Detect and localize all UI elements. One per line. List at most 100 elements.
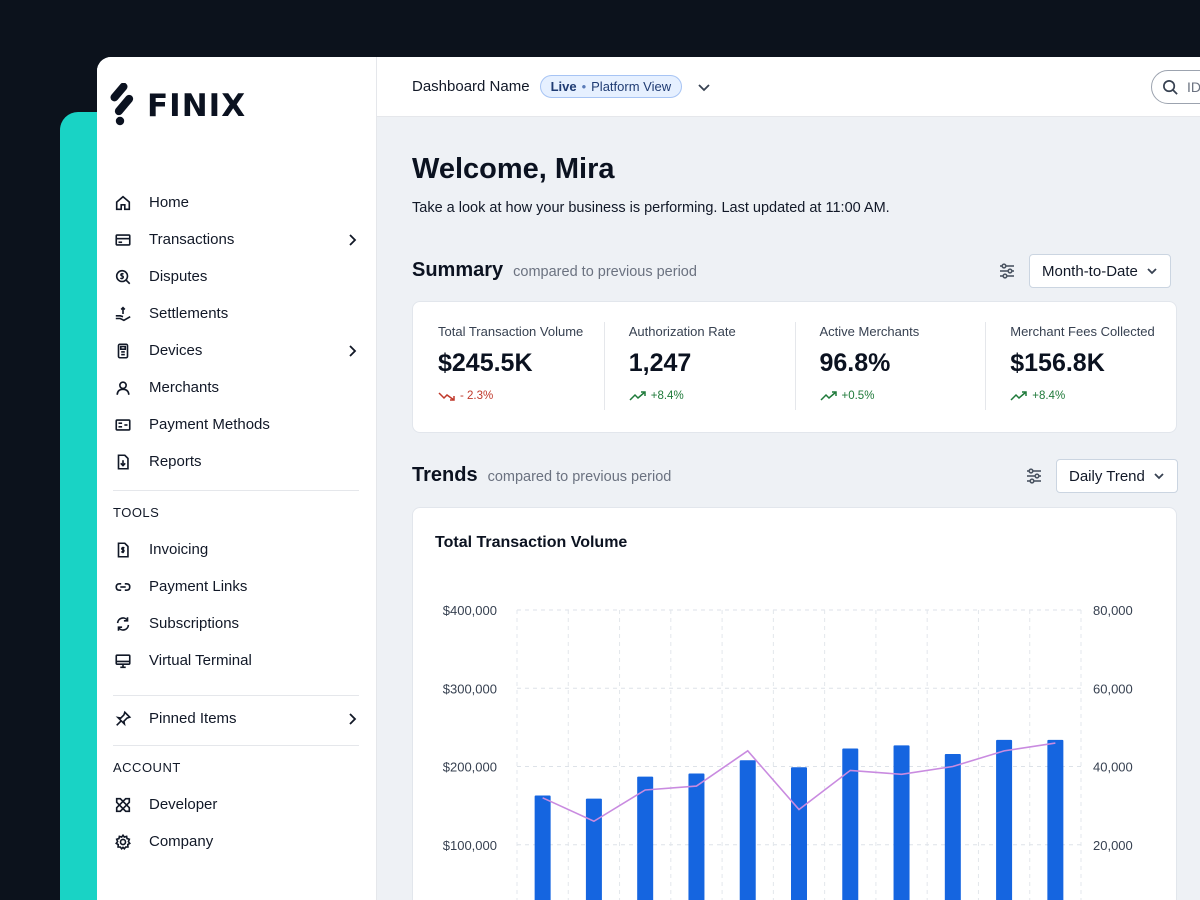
y-tick-label: $300,000 [443, 681, 497, 696]
y-tick-label: $200,000 [443, 760, 497, 775]
sidebar-item-payment-links[interactable]: Payment Links [113, 568, 359, 605]
sidebar-item-label: Transactions [149, 231, 235, 248]
trend-chart-card: Total Transaction Volume $00$100,00020,0… [412, 507, 1177, 900]
trend-up-icon [819, 391, 837, 401]
trend-line [542, 742, 1056, 823]
metric-value: 96.8% [819, 349, 891, 377]
sidebar-item-virtual-terminal[interactable]: Virtual Terminal [113, 642, 359, 679]
metric-delta-value: - 2.3% [460, 390, 494, 402]
sidebar-item-reports[interactable]: Reports [113, 443, 359, 480]
metric-merchant-fees-collected[interactable]: Merchant Fees Collected $156.8K +8.4% [985, 302, 1176, 432]
sidebar-item-settlements[interactable]: Settlements [113, 295, 359, 332]
sidebar-item-developer[interactable]: Developer [113, 786, 359, 823]
metric-active-merchants[interactable]: Active Merchants 96.8% +0.5% [794, 302, 986, 432]
app-window: FINIX Home Transactions Disputes Settlem… [97, 57, 1200, 900]
sidebar-item-label: Payment Links [149, 578, 248, 595]
sidebar-item-label: Virtual Terminal [149, 652, 252, 669]
settlement-icon [113, 304, 133, 324]
chart-title: Total Transaction Volume [435, 534, 628, 551]
sidebar: FINIX Home Transactions Disputes Settlem… [97, 57, 377, 900]
dispute-search-icon [113, 267, 133, 287]
metric-value: $156.8K [1010, 349, 1105, 377]
bar-may-4 [688, 773, 705, 900]
sidebar-item-home[interactable]: Home [113, 184, 359, 221]
finix-logo-icon [110, 83, 134, 126]
sidebar-item-transactions[interactable]: Transactions [113, 221, 359, 258]
view-label: Platform View [591, 79, 672, 94]
metric-label: Authorization Rate [628, 324, 736, 339]
trends-filter-icon[interactable] [1024, 466, 1044, 486]
sidebar-item-payment-methods[interactable]: Payment Methods [113, 406, 359, 443]
sidebar-item-label: Company [149, 833, 214, 850]
summary-card: Total Transaction Volume $245.5K - 2.3% … [412, 301, 1177, 433]
sidebar-item-subscriptions[interactable]: Subscriptions [113, 605, 359, 642]
sidebar-divider [113, 695, 359, 696]
sidebar-item-label: Subscriptions [149, 615, 240, 632]
bar-may-9 [944, 753, 961, 900]
bar-may-8 [893, 745, 910, 900]
chevron-down-icon [1147, 268, 1157, 275]
trends-compare-text: compared to previous period [487, 469, 672, 485]
pin-icon [113, 709, 133, 729]
metric-authorization-rate[interactable]: Authorization Rate 1,247 +8.4% [603, 302, 795, 432]
sidebar-nav: Home Transactions Disputes Settlements D… [113, 184, 359, 860]
metric-total-transaction-volume[interactable]: Total Transaction Volume $245.5K - 2.3% [413, 302, 604, 432]
trends-period-value: Daily Trend [1069, 467, 1145, 485]
credit-card-icon [113, 230, 133, 250]
summary-filter-icon[interactable] [997, 261, 1017, 281]
bar-may-3 [637, 776, 654, 900]
sidebar-item-label: Invoicing [149, 541, 209, 558]
y-tick-label: $100,000 [443, 838, 497, 853]
summary-compare-text: compared to previous period [513, 264, 697, 280]
sidebar-item-label: Reports [149, 453, 202, 470]
tools-icon [113, 795, 133, 815]
summary-period-dropdown[interactable]: Month-to-Date [1029, 254, 1171, 288]
sidebar-item-label: Settlements [149, 305, 229, 322]
chevron-down-icon[interactable] [696, 79, 712, 95]
transaction-volume-chart: $00$100,00020,000$200,00040,000$300,0006… [443, 603, 1133, 900]
chevron-right-icon[interactable] [345, 233, 359, 247]
payment-method-icon [113, 415, 133, 435]
summary-header: Summary compared to previous period [412, 259, 697, 282]
metric-value: $245.5K [438, 349, 533, 377]
metric-delta-value: +8.4% [1032, 390, 1066, 402]
sidebar-divider [113, 490, 359, 491]
page-title: Welcome, Mira [412, 153, 615, 185]
summary-title: Summary [412, 259, 504, 281]
trends-title: Trends [412, 464, 478, 486]
metric-delta-value: +8.4% [650, 390, 684, 402]
search-input[interactable]: ID [1151, 70, 1200, 104]
sidebar-section-tools: TOOLS [113, 505, 160, 520]
user-icon [113, 378, 133, 398]
sidebar-item-label: Disputes [149, 268, 208, 285]
y2-tick-label: 60,000 [1093, 681, 1133, 696]
sidebar-item-devices[interactable]: Devices [113, 332, 359, 369]
sidebar-item-label: Developer [149, 796, 218, 813]
y2-tick-label: 40,000 [1093, 760, 1133, 775]
bar-may-11 [1047, 739, 1064, 900]
bar-may-10 [996, 739, 1013, 900]
sidebar-item-disputes[interactable]: Disputes [113, 258, 359, 295]
page-subtitle: Take a look at how your business is perf… [412, 200, 890, 216]
sidebar-item-invoicing[interactable]: Invoicing [113, 531, 359, 568]
trend-down-icon [438, 392, 455, 401]
bar-may-6 [791, 767, 807, 900]
metric-delta-value: +0.5% [841, 390, 875, 402]
sidebar-item-label: Home [149, 194, 190, 211]
terminal-icon [113, 651, 133, 671]
y-tick-label: $400,000 [443, 603, 497, 618]
sidebar-item-pinned[interactable]: Pinned Items [113, 700, 359, 737]
sidebar-item-merchants[interactable]: Merchants [113, 369, 359, 406]
sidebar-item-company[interactable]: Company [113, 823, 359, 860]
y2-tick-label: 80,000 [1093, 603, 1133, 618]
chevron-right-icon[interactable] [345, 344, 359, 358]
chevron-right-icon[interactable] [345, 712, 359, 726]
sidebar-item-label: Pinned Items [149, 710, 237, 727]
brand-logo[interactable]: FINIX [109, 83, 246, 129]
trends-period-dropdown[interactable]: Daily Trend [1056, 459, 1178, 493]
metric-value: 1,247 [628, 349, 692, 377]
environment-pill[interactable]: Live • Platform View [539, 75, 683, 98]
report-icon [113, 452, 133, 472]
trend-up-icon [1010, 391, 1027, 401]
trend-up-icon [629, 391, 646, 401]
